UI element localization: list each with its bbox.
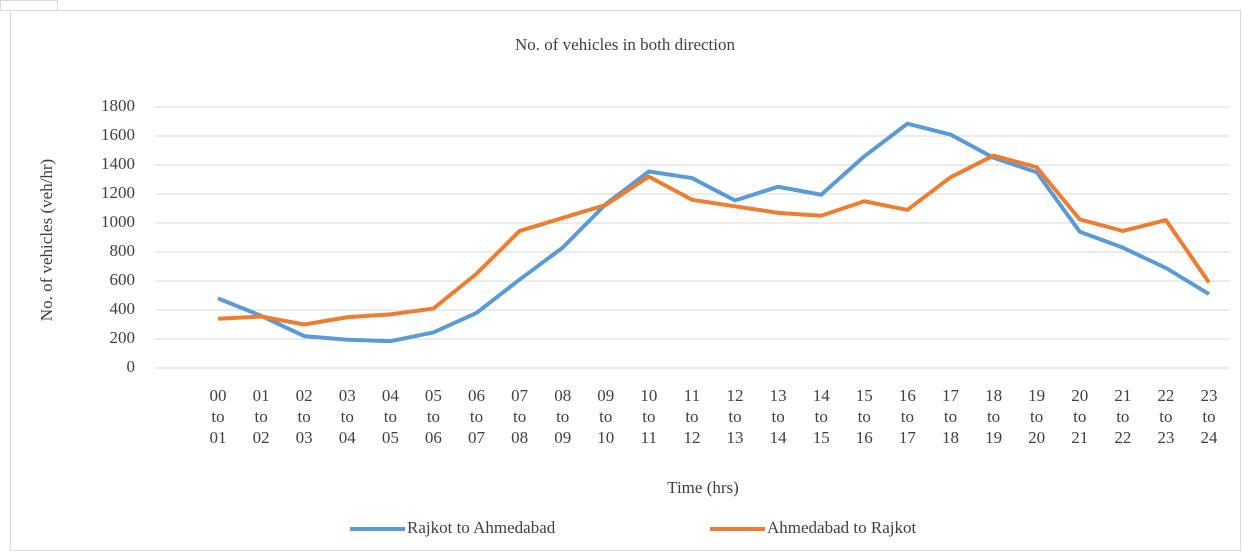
y-tick-label: 200 bbox=[110, 328, 136, 347]
x-tick-label: 16 to 17 bbox=[899, 386, 917, 447]
y-tick-label: 400 bbox=[110, 299, 136, 318]
x-tick-label: 17 to 18 bbox=[942, 386, 960, 447]
series-line bbox=[217, 153, 1211, 327]
y-tick-label: 1200 bbox=[101, 183, 135, 202]
chart-title: No. of vehicles in both direction bbox=[515, 35, 736, 54]
y-axis-label: No. of vehicles (veh/hr) bbox=[37, 159, 56, 321]
y-tick-label: 800 bbox=[110, 241, 136, 260]
y-tick-label: 600 bbox=[110, 270, 136, 289]
legend-label: Rajkot to Ahmedabad bbox=[407, 518, 556, 537]
x-tick-label: 13 to 14 bbox=[770, 386, 788, 447]
x-tick-label: 14 to 15 bbox=[813, 386, 831, 447]
x-tick-label: 22 to 23 bbox=[1157, 386, 1174, 447]
legend-label: Ahmedabad to Rajkot bbox=[767, 518, 916, 537]
x-tick-label: 05 to 06 bbox=[425, 386, 442, 447]
x-tick-label: 12 to 13 bbox=[727, 386, 744, 447]
y-tick-label: 0 bbox=[127, 357, 136, 376]
x-tick-label: 21 to 22 bbox=[1114, 386, 1131, 447]
x-tick-label: 15 to 16 bbox=[856, 386, 873, 447]
x-tick-label: 03 to 04 bbox=[339, 386, 357, 447]
x-tick-label: 09 to 10 bbox=[597, 386, 614, 447]
y-tick-label: 1000 bbox=[101, 212, 135, 231]
x-tick-label: 01 to 02 bbox=[253, 386, 270, 447]
x-tick-label: 02 to 03 bbox=[296, 386, 313, 447]
x-tick-label: 06 to 07 bbox=[468, 386, 486, 447]
y-tick-label: 1400 bbox=[101, 154, 135, 173]
x-tick-label: 07 to 08 bbox=[511, 386, 529, 447]
y-tick-label: 1800 bbox=[101, 96, 135, 115]
x-tick-label: 04 to 05 bbox=[382, 386, 400, 447]
x-tick-label: 18 to 19 bbox=[985, 386, 1002, 447]
x-tick-label: 08 to 09 bbox=[554, 386, 571, 447]
x-tick-label: 00 to 01 bbox=[210, 386, 227, 447]
x-tick-label: 10 to 11 bbox=[640, 386, 657, 447]
x-axis-label: Time (hrs) bbox=[667, 478, 739, 497]
x-tick-label: 20 to 21 bbox=[1071, 386, 1088, 447]
y-tick-label: 1600 bbox=[101, 125, 135, 144]
x-tick-label: 23 to 24 bbox=[1201, 386, 1219, 447]
x-tick-label: 19 to 20 bbox=[1028, 386, 1045, 447]
series-line bbox=[217, 121, 1211, 344]
tab bbox=[0, 0, 58, 11]
x-tick-label: 11 to 12 bbox=[683, 386, 700, 447]
